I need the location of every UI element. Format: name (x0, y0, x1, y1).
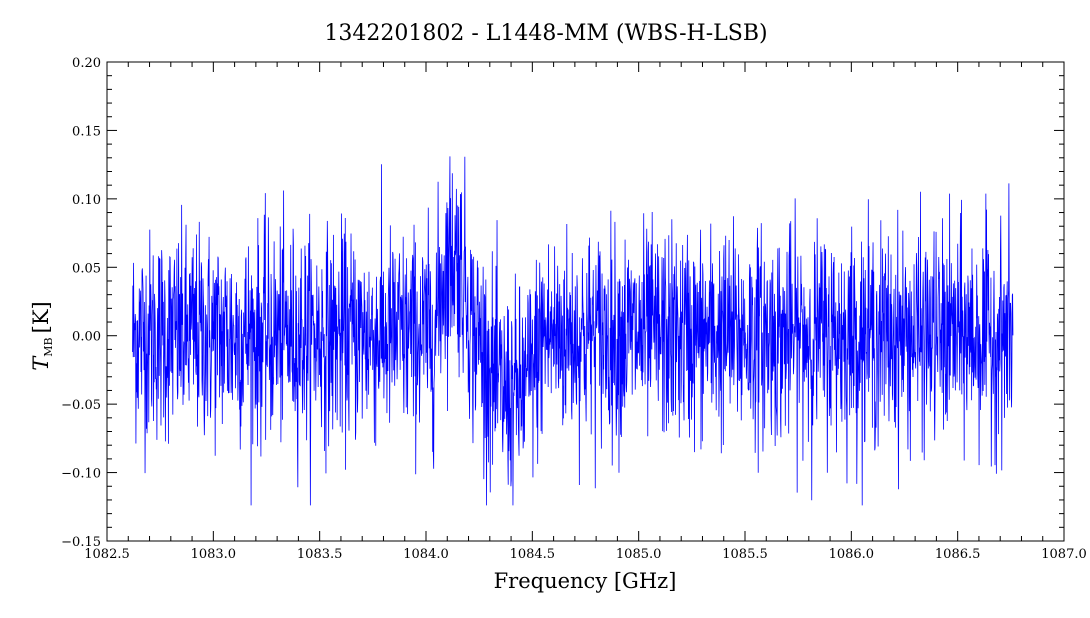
spectrum-series (132, 156, 1014, 506)
y-axis-label-symbol: T (29, 355, 53, 371)
y-axis-label-subscript: MB (42, 337, 55, 356)
y-tick-label: −0.05 (61, 398, 101, 413)
y-tick-label: 0.15 (72, 124, 101, 139)
x-tick-label: 1085.5 (722, 547, 768, 562)
x-tick-label: 1086.0 (829, 547, 875, 562)
x-tick-label: 1085.0 (616, 547, 662, 562)
spectrum-line (132, 156, 1014, 506)
y-axis-label: TMB [K] (29, 301, 55, 370)
y-tick-label: 0.20 (72, 56, 101, 71)
x-tick-label: 1086.5 (935, 547, 981, 562)
x-tick-label: 1087.0 (1041, 547, 1087, 562)
y-tick-label: 0.10 (72, 193, 101, 208)
x-tick-label: 1084.0 (403, 547, 449, 562)
y-tick-label: 0.05 (72, 261, 101, 276)
y-axis-label-unit: [K] (29, 301, 53, 333)
x-tick-label: 1083.5 (297, 547, 343, 562)
y-tick-label: 0.00 (72, 330, 101, 345)
x-tick-label: 1083.0 (191, 547, 237, 562)
chart-title: 1342201802 - L1448-MM (WBS-H-LSB) (324, 21, 767, 46)
x-axis-label: Frequency [GHz] (494, 569, 677, 593)
plot-area: 1082.5 1083.0 1083.5 1084.0 1084.5 1085.0 1085… (61, 56, 1087, 562)
y-tick-label: −0.10 (61, 467, 101, 482)
x-tick-label: 1084.5 (510, 547, 556, 562)
x-axis: 1082.5 1083.0 1083.5 1084.0 1084.5 1085.0 1085… (84, 62, 1087, 562)
y-axis: −0.15 −0.10 −0.05 0.00 0.05 0.10 0.15 0.20 (61, 56, 1064, 550)
y-tick-label: −0.15 (61, 535, 101, 550)
x-tick-label: 1082.5 (84, 547, 130, 562)
plot-frame (106, 61, 1065, 542)
